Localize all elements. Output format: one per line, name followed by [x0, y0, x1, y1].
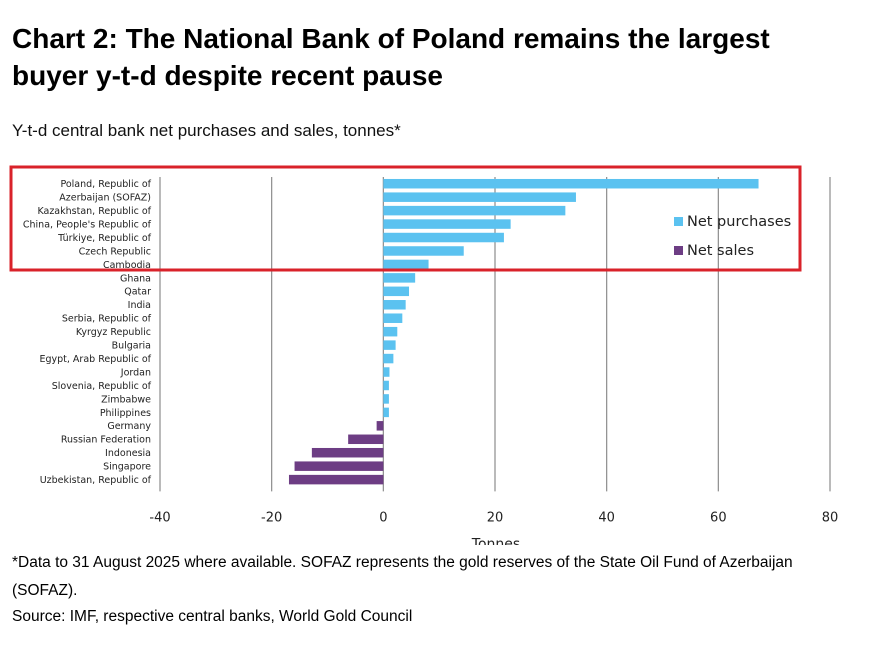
bar-zimbabwe	[383, 394, 389, 404]
x-tick-label: -40	[149, 510, 170, 525]
bar-singapore	[294, 461, 384, 471]
bar-cambodia	[383, 259, 429, 270]
bar-czech-republic	[383, 246, 464, 256]
x-axis-label: Tonnes	[471, 536, 520, 545]
category-label: Singapore	[103, 462, 151, 473]
bar-russian-federation	[348, 434, 384, 445]
bar-poland-republic-of	[383, 178, 759, 189]
source-note: Source: IMF, respective central banks, W…	[12, 608, 413, 625]
x-tick-label: 0	[379, 510, 387, 525]
bar-t-rkiye-republic-of	[383, 232, 504, 243]
category-label: Germany	[107, 421, 151, 432]
bar-qatar	[383, 286, 410, 297]
bar-philippines	[383, 407, 389, 418]
category-label: Zimbabwe	[101, 394, 151, 405]
category-label: Indonesia	[105, 448, 151, 459]
category-label: Russian Federation	[61, 435, 151, 446]
category-label: Serbia, Republic of	[62, 314, 152, 325]
bar-serbia-republic-of	[383, 313, 403, 323]
chart-title: Chart 2: The National Bank of Poland rem…	[12, 23, 770, 91]
category-label: Türkiye, Republic of	[57, 233, 152, 244]
category-label: Egypt, Arab Republic of	[39, 354, 151, 365]
legend-net-sales-label: Net sales	[687, 243, 754, 259]
bar-bulgaria	[383, 340, 396, 350]
category-label: China, People's Republic of	[23, 219, 152, 230]
category-label: Bulgaria	[112, 341, 151, 352]
bars-group	[288, 178, 759, 485]
bar-china-people-s-republic-of	[383, 219, 511, 229]
category-label: Ghana	[120, 273, 151, 284]
bar-ghana	[383, 273, 416, 283]
category-label: Slovenia, Republic of	[52, 381, 152, 392]
category-label: Philippines	[100, 408, 151, 419]
category-label: Jordan	[120, 367, 151, 378]
category-label: Qatar	[124, 287, 151, 298]
category-label: Uzbekistan, Republic of	[40, 475, 152, 486]
bar-kazakhstan-republic-of	[383, 205, 566, 216]
bar-jordan	[383, 367, 390, 377]
bar-azerbaijan-sofaz	[383, 192, 576, 202]
bar-egypt-arab-republic-of	[383, 353, 394, 364]
category-label: Kazakhstan, Republic of	[37, 206, 151, 217]
bar-india	[383, 300, 406, 310]
x-tick-label: 80	[822, 510, 839, 525]
chart-subtitle: Y-t-d central bank net purchases and sal…	[12, 121, 401, 140]
category-label: Poland, Republic of	[60, 179, 151, 190]
category-label: Czech Republic	[79, 246, 151, 257]
highlight-box	[9, 165, 802, 272]
category-label: Kyrgyz Republic	[76, 327, 151, 338]
x-tick-label: 40	[598, 510, 615, 525]
x-tick-label: 60	[710, 510, 727, 525]
category-labels: Poland, Republic of Azerbaijan (SOFAZ) Kaz…	[23, 179, 152, 486]
bar-indonesia	[311, 447, 384, 458]
bar-germany	[376, 421, 384, 431]
legend-net-purchases-swatch	[674, 217, 683, 226]
category-label: India	[128, 300, 151, 311]
bar-slovenia-republic-of	[383, 380, 389, 391]
bar-kyrgyz-republic	[383, 326, 398, 337]
legend: Net purchases Net sales	[674, 214, 791, 259]
x-tick-label: 20	[487, 510, 504, 525]
category-label: Cambodia	[103, 260, 151, 271]
x-tick-label: -20	[261, 510, 282, 525]
x-tick-labels: -40 -20 0 20 40 60 80	[149, 510, 838, 525]
footnote: *Data to 31 August 2025 where available.…	[12, 554, 793, 599]
bar-uzbekistan-republic-of	[288, 474, 384, 485]
bar-chart: Poland, Republic of Azerbaijan (SOFAZ) Kaz…	[9, 165, 838, 545]
legend-net-purchases-label: Net purchases	[687, 214, 791, 230]
legend-net-sales-swatch	[674, 246, 683, 255]
category-label: Azerbaijan (SOFAZ)	[59, 193, 151, 204]
